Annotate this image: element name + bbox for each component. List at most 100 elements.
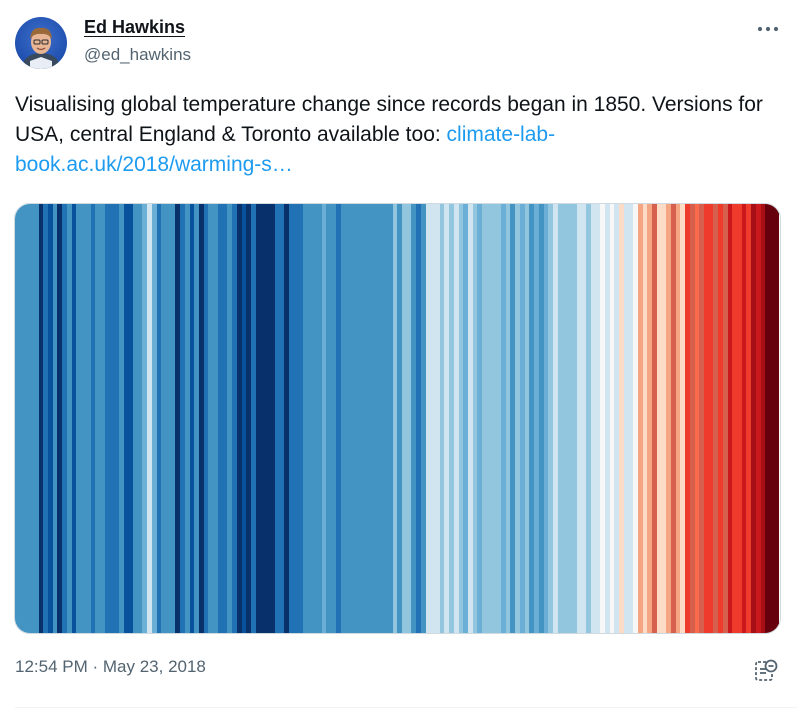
warming-stripe bbox=[57, 204, 63, 633]
warming-stripe bbox=[406, 204, 412, 633]
warming-stripe bbox=[571, 204, 577, 633]
warming-stripe bbox=[675, 204, 681, 633]
warming-stripe bbox=[66, 204, 72, 633]
warming-stripe bbox=[293, 204, 299, 633]
warming-stripe bbox=[510, 204, 516, 633]
warming-stripe bbox=[15, 204, 20, 633]
warming-stripe bbox=[250, 204, 256, 633]
warming-stripe bbox=[387, 204, 393, 633]
warming-stripe bbox=[741, 204, 747, 633]
warming-stripe bbox=[534, 204, 539, 633]
warming-stripe bbox=[581, 204, 586, 633]
warming-stripe bbox=[90, 204, 96, 633]
warming-stripe bbox=[378, 204, 384, 633]
warming-stripe bbox=[585, 204, 591, 633]
warming-stripe bbox=[486, 204, 492, 633]
warming-stripe bbox=[666, 204, 671, 633]
warming-stripe bbox=[354, 204, 360, 633]
avatar[interactable] bbox=[15, 17, 67, 69]
warming-stripe bbox=[482, 204, 487, 633]
warming-stripe bbox=[222, 204, 228, 633]
warming-stripe bbox=[118, 204, 124, 633]
warming-stripe bbox=[340, 204, 346, 633]
warming-stripe bbox=[33, 204, 39, 633]
warming-stripe bbox=[265, 204, 270, 633]
warming-stripe bbox=[444, 204, 450, 633]
warming-stripe bbox=[38, 204, 44, 633]
warming-stripe bbox=[765, 204, 770, 633]
warming-stripe bbox=[703, 204, 709, 633]
warming-stripe bbox=[95, 204, 100, 633]
warming-stripe bbox=[241, 204, 247, 633]
warming-stripe bbox=[397, 204, 402, 633]
warming-stripe bbox=[430, 204, 435, 633]
warming-stripe bbox=[227, 204, 233, 633]
warming-stripe bbox=[302, 204, 308, 633]
warming-stripe bbox=[147, 204, 152, 633]
tweet-media-image[interactable] bbox=[14, 203, 781, 634]
warming-stripe bbox=[76, 204, 82, 633]
warming-stripe bbox=[524, 204, 530, 633]
author-name[interactable]: Ed Hawkins bbox=[84, 17, 186, 37]
warming-stripe bbox=[458, 204, 464, 633]
warming-stripe bbox=[732, 204, 737, 633]
warming-stripe bbox=[255, 204, 261, 633]
warming-stripe bbox=[463, 204, 468, 633]
warming-stripe bbox=[307, 204, 313, 633]
warming-stripe bbox=[637, 204, 643, 633]
warming-stripe bbox=[576, 204, 582, 633]
warming-stripe bbox=[317, 204, 322, 633]
warming-stripe bbox=[416, 204, 421, 633]
warming-stripe bbox=[335, 204, 341, 633]
tweet-link[interactable]: climate-lab-book.ac.uk/2018/warming-s… bbox=[15, 123, 556, 176]
tweet-text: Visualising global temperature change si… bbox=[15, 90, 785, 180]
warming-stripe bbox=[718, 204, 723, 633]
tweet-timestamp[interactable]: 12:54 PM · May 23, 2018 bbox=[15, 657, 206, 676]
avatar-portrait-icon bbox=[23, 27, 59, 69]
warming-stripe bbox=[751, 204, 756, 633]
warming-stripe bbox=[194, 204, 200, 633]
warming-stripe bbox=[411, 204, 417, 633]
warming-stripe bbox=[501, 204, 506, 633]
warming-stripe bbox=[123, 204, 129, 633]
warming-stripe bbox=[515, 204, 520, 633]
warming-stripe bbox=[260, 204, 266, 633]
warming-stripe bbox=[699, 204, 704, 633]
warming-stripe bbox=[19, 204, 25, 633]
warming-stripe bbox=[208, 204, 214, 633]
author-handle[interactable]: @ed_hawkins bbox=[84, 45, 192, 64]
warming-stripe bbox=[609, 204, 615, 633]
more-options-icon bbox=[757, 26, 779, 32]
warming-stripe bbox=[600, 204, 605, 633]
warming-stripe bbox=[604, 204, 610, 633]
warming-stripe bbox=[633, 204, 638, 633]
warming-stripe bbox=[132, 204, 138, 633]
warming-stripe bbox=[746, 204, 752, 633]
warming-stripe bbox=[184, 204, 190, 633]
warming-stripe bbox=[81, 204, 86, 633]
warming-stripe bbox=[288, 204, 294, 633]
view-count-button[interactable] bbox=[751, 656, 781, 686]
warming-stripe bbox=[137, 204, 143, 633]
warming-stripe bbox=[203, 204, 209, 633]
warming-stripe bbox=[109, 204, 115, 633]
warming-stripe bbox=[170, 204, 176, 633]
divider bbox=[15, 707, 797, 708]
warming-stripe bbox=[614, 204, 619, 633]
warming-stripe bbox=[543, 204, 549, 633]
warming-stripe bbox=[713, 204, 719, 633]
warming-stripe bbox=[246, 204, 251, 633]
warming-stripe bbox=[274, 204, 280, 633]
warming-stripe bbox=[623, 204, 629, 633]
warming-stripe bbox=[647, 204, 653, 633]
warming-stripe bbox=[472, 204, 478, 633]
warming-stripe bbox=[142, 204, 148, 633]
more-options-button[interactable] bbox=[754, 19, 782, 39]
warming-stripe bbox=[656, 204, 662, 633]
warming-stripe bbox=[595, 204, 601, 633]
warming-stripe bbox=[496, 204, 502, 633]
warming-stripe bbox=[62, 204, 67, 633]
warming-stripe bbox=[269, 204, 275, 633]
warming-stripe bbox=[175, 204, 181, 633]
warming-stripe bbox=[298, 204, 303, 633]
